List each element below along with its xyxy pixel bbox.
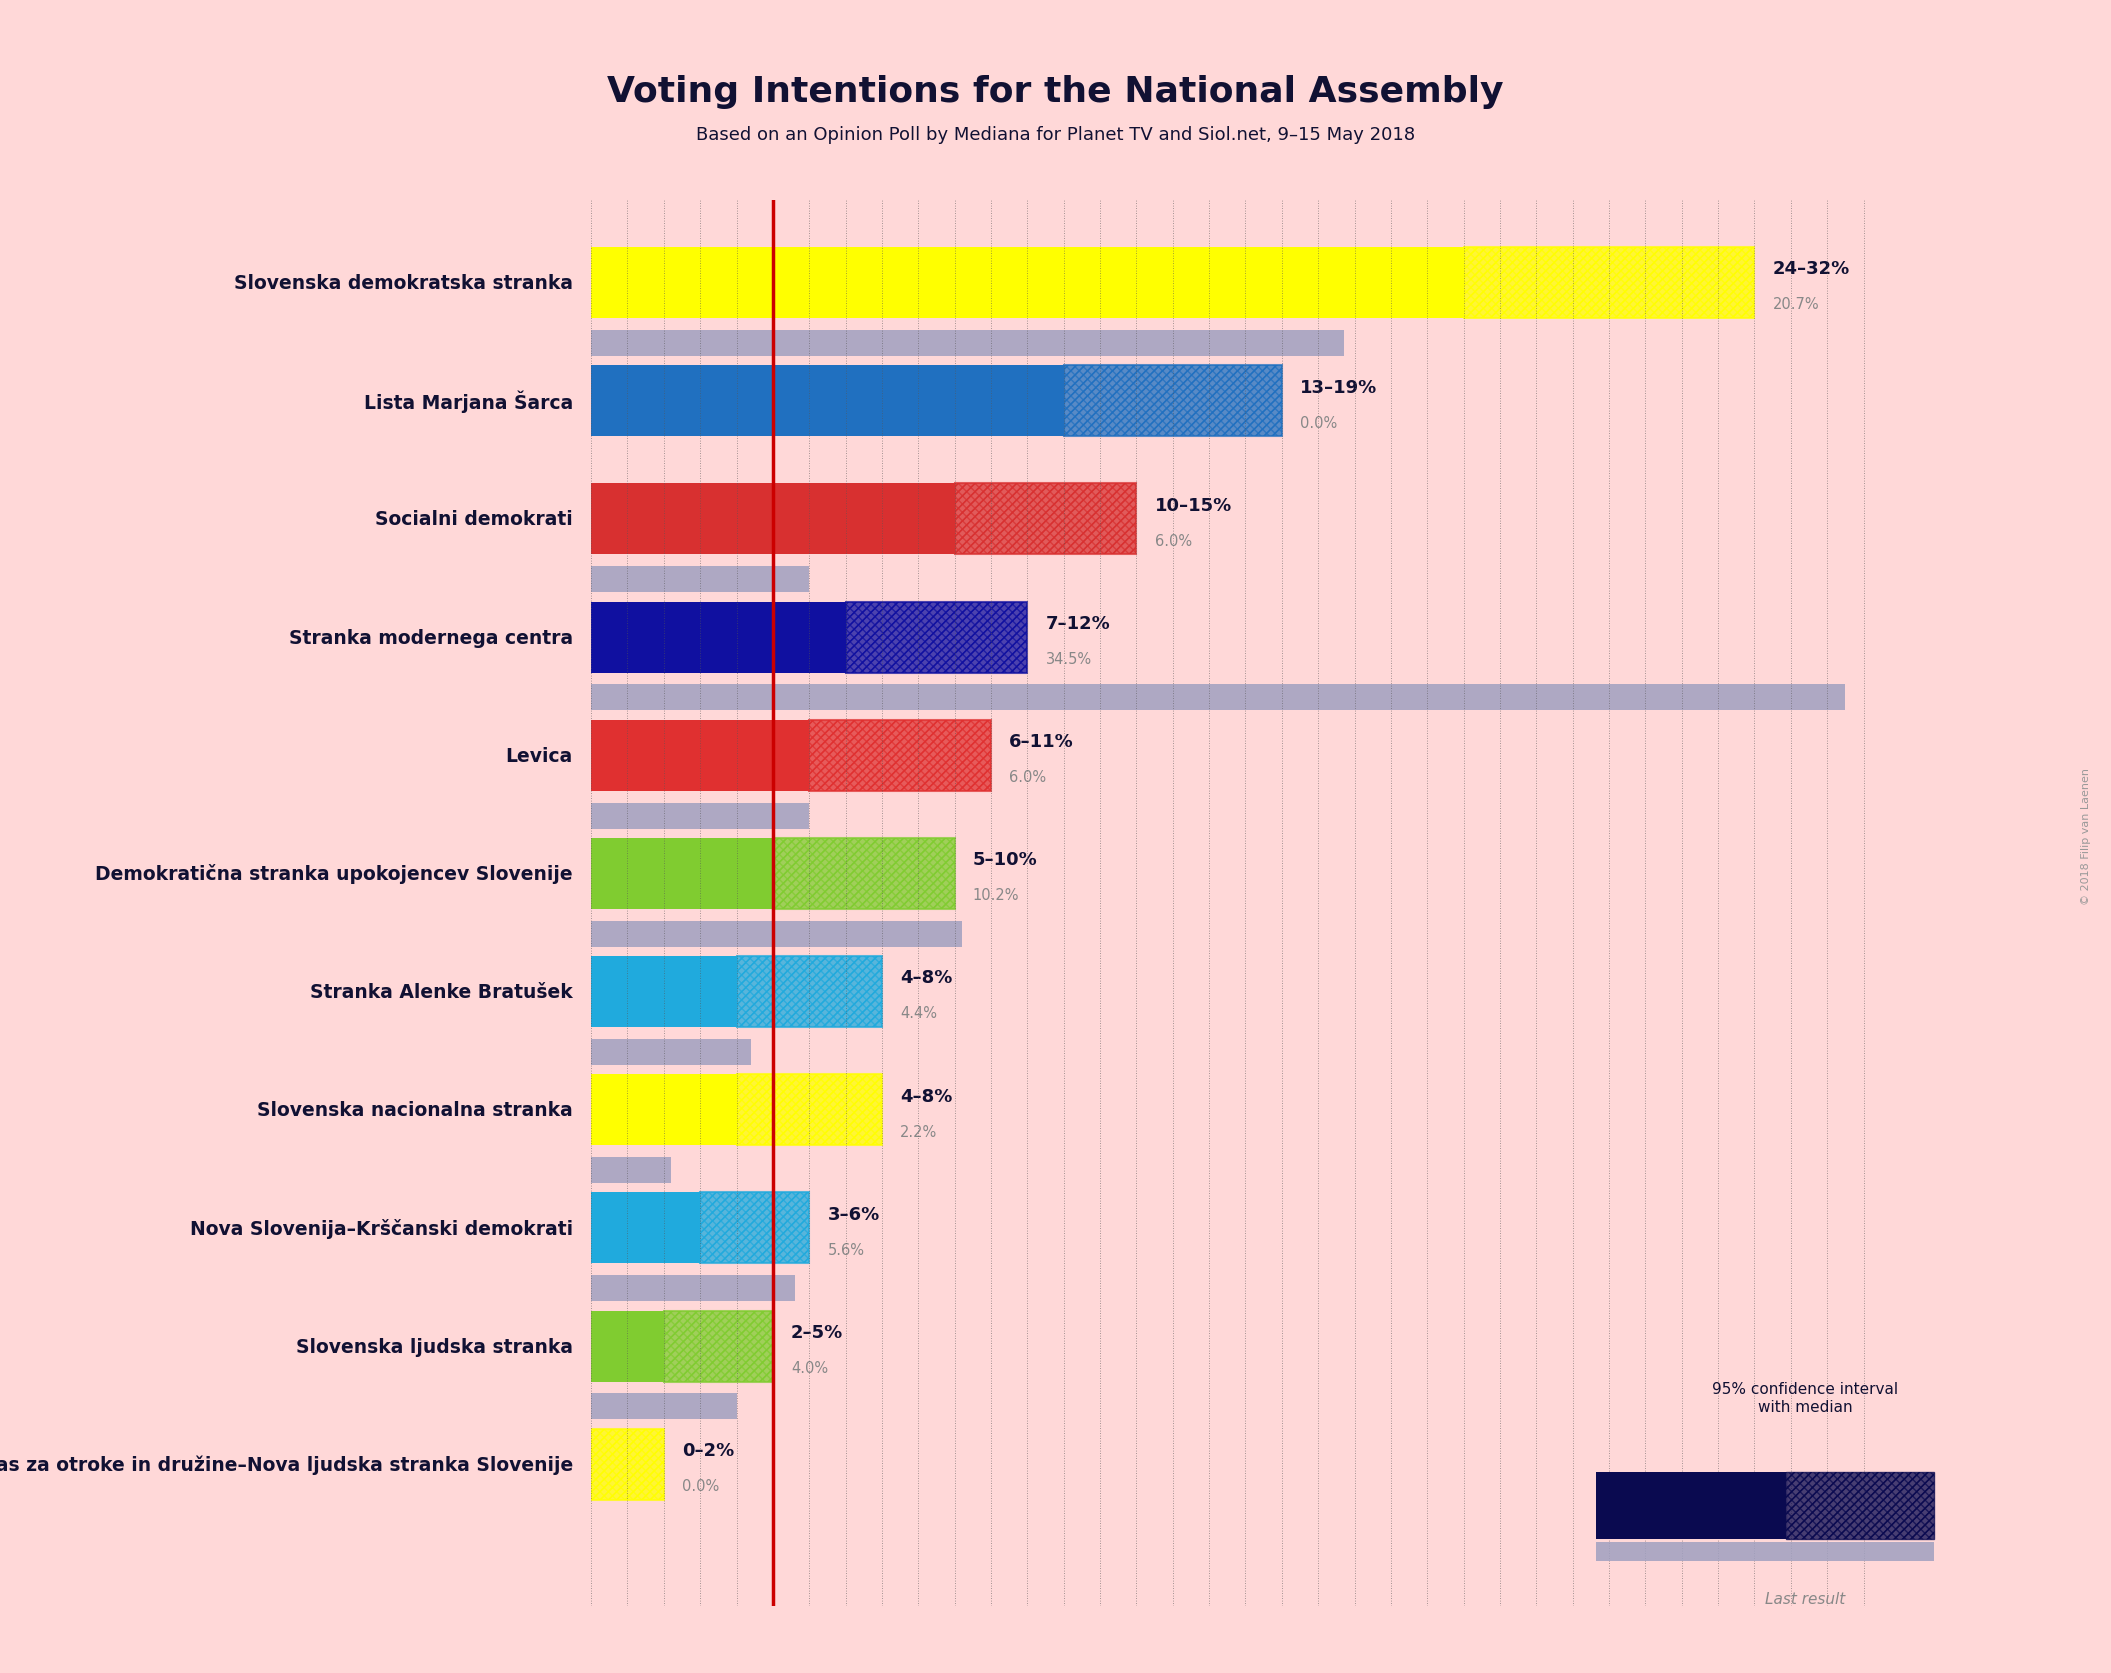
- Text: 13–19%: 13–19%: [1300, 378, 1376, 397]
- Bar: [1463, 248, 1754, 320]
- Bar: [954, 483, 1136, 555]
- Bar: [773, 838, 954, 910]
- Bar: [809, 721, 990, 791]
- Text: Stranka Alenke Bratušek: Stranka Alenke Bratušek: [310, 982, 572, 1002]
- Bar: [1596, 1472, 1786, 1539]
- Text: Lista Marjana Šarca: Lista Marjana Šarca: [363, 390, 572, 413]
- Text: 4.4%: 4.4%: [899, 1005, 937, 1021]
- Bar: [1463, 248, 1754, 320]
- Bar: [591, 838, 773, 910]
- Bar: [773, 838, 954, 910]
- Bar: [954, 483, 1136, 555]
- Text: 95% confidence interval
with median: 95% confidence interval with median: [1712, 1382, 1898, 1414]
- Bar: [591, 1074, 737, 1146]
- Text: Based on an Opinion Poll by Mediana for Planet TV and Siol.net, 9–15 May 2018: Based on an Opinion Poll by Mediana for …: [697, 125, 1414, 144]
- Bar: [591, 957, 737, 1027]
- Text: 0.0%: 0.0%: [1300, 415, 1336, 430]
- Text: 7–12%: 7–12%: [1045, 614, 1110, 632]
- Text: Socialni demokrati: Socialni demokrati: [376, 510, 572, 529]
- Bar: [1786, 1472, 1934, 1539]
- Bar: [591, 1429, 663, 1499]
- Text: Slovenska nacionalna stranka: Slovenska nacionalna stranka: [258, 1101, 572, 1119]
- Bar: [737, 957, 882, 1027]
- Text: 6.0%: 6.0%: [1009, 770, 1047, 785]
- Text: 2–5%: 2–5%: [792, 1323, 842, 1342]
- Text: 6–11%: 6–11%: [1009, 733, 1074, 751]
- Text: 4.0%: 4.0%: [792, 1360, 828, 1375]
- Text: 24–32%: 24–32%: [1773, 261, 1849, 278]
- Bar: [663, 1312, 773, 1382]
- Text: Levica: Levica: [507, 746, 572, 765]
- Bar: [591, 1312, 663, 1382]
- Bar: [1786, 1472, 1934, 1539]
- Bar: [847, 602, 1028, 673]
- Bar: [591, 248, 1463, 320]
- Bar: [591, 1429, 663, 1499]
- Text: 4–8%: 4–8%: [899, 969, 952, 987]
- Bar: [591, 803, 809, 830]
- Bar: [847, 602, 1028, 673]
- Bar: [591, 1275, 794, 1302]
- Bar: [701, 1193, 809, 1263]
- Text: 5–10%: 5–10%: [973, 852, 1039, 868]
- Text: © 2018 Filip van Laenen: © 2018 Filip van Laenen: [2081, 768, 2090, 905]
- Bar: [1064, 366, 1281, 437]
- Bar: [591, 684, 1845, 711]
- Text: Slovenska demokratska stranka: Slovenska demokratska stranka: [234, 274, 572, 293]
- Bar: [591, 1158, 671, 1183]
- Text: 2.2%: 2.2%: [899, 1124, 937, 1139]
- Bar: [591, 922, 963, 947]
- Bar: [591, 483, 954, 555]
- Bar: [737, 1074, 882, 1146]
- Text: 5.6%: 5.6%: [828, 1241, 863, 1256]
- Text: 3–6%: 3–6%: [828, 1205, 880, 1223]
- Text: Glas za otroke in družine–Nova ljudska stranka Slovenije: Glas za otroke in družine–Nova ljudska s…: [0, 1454, 572, 1474]
- Text: Last result: Last result: [1765, 1591, 1845, 1606]
- Bar: [1064, 366, 1281, 437]
- Bar: [737, 1074, 882, 1146]
- Bar: [663, 1312, 773, 1382]
- Bar: [591, 567, 809, 592]
- Bar: [591, 1039, 752, 1066]
- Text: Nova Slovenija–Krščanski demokrati: Nova Slovenija–Krščanski demokrati: [190, 1218, 572, 1238]
- Text: 0–2%: 0–2%: [682, 1440, 735, 1459]
- Bar: [737, 957, 882, 1027]
- Text: 34.5%: 34.5%: [1045, 651, 1091, 666]
- Text: 4–8%: 4–8%: [899, 1087, 952, 1104]
- Text: Voting Intentions for the National Assembly: Voting Intentions for the National Assem…: [608, 75, 1503, 109]
- Text: 10–15%: 10–15%: [1155, 497, 1233, 514]
- Text: 10.2%: 10.2%: [973, 888, 1020, 903]
- Text: 0.0%: 0.0%: [682, 1479, 720, 1492]
- Text: 20.7%: 20.7%: [1773, 298, 1820, 313]
- Bar: [1596, 1543, 1934, 1561]
- Bar: [809, 721, 990, 791]
- Bar: [591, 1394, 737, 1419]
- Bar: [591, 331, 1343, 356]
- Text: 6.0%: 6.0%: [1155, 534, 1193, 549]
- Text: Stranka modernega centra: Stranka modernega centra: [289, 629, 572, 647]
- Bar: [701, 1193, 809, 1263]
- Bar: [591, 721, 809, 791]
- Bar: [591, 602, 847, 673]
- Text: Slovenska ljudska stranka: Slovenska ljudska stranka: [296, 1337, 572, 1355]
- Bar: [591, 366, 1064, 437]
- Bar: [591, 1193, 701, 1263]
- Text: Demokratična stranka upokojencev Slovenije: Demokratična stranka upokojencev Sloveni…: [95, 863, 572, 883]
